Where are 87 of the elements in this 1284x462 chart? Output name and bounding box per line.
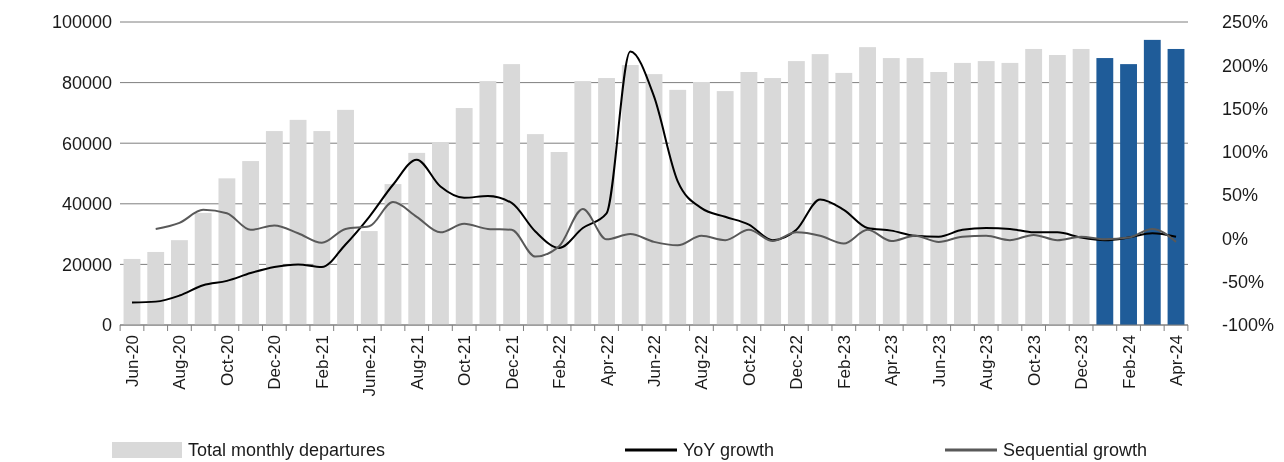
bar xyxy=(337,109,354,325)
bar xyxy=(432,141,449,325)
bar xyxy=(526,134,544,325)
bar xyxy=(313,131,331,325)
bar xyxy=(289,119,307,325)
bar xyxy=(1096,58,1114,325)
x-tick-label: Feb-23 xyxy=(834,335,854,389)
bar xyxy=(930,72,948,325)
bar xyxy=(242,161,260,325)
bar xyxy=(265,131,283,325)
x-tick-label: Oct-21 xyxy=(455,335,475,387)
x-tick-label: Jun-20 xyxy=(122,335,142,387)
x-tick-label: Oct-20 xyxy=(217,335,237,387)
y-tick-label: 40000 xyxy=(61,194,112,215)
y-tick-label: 0 xyxy=(101,315,112,336)
x-tick-label: Aug-23 xyxy=(977,335,997,390)
legend-label: Sequential growth xyxy=(1003,440,1148,461)
x-tick-label: Dec-23 xyxy=(1072,335,1092,390)
x-tick-label: Dec-21 xyxy=(502,335,522,390)
y-tick-label: 60000 xyxy=(61,133,112,154)
line-series xyxy=(154,201,1178,258)
bar xyxy=(645,74,663,325)
bar xyxy=(171,240,188,325)
y2-tick-label: 100% xyxy=(1222,142,1269,163)
bar xyxy=(455,108,473,325)
y-tick-label: 80000 xyxy=(61,72,112,93)
x-tick-label: Aug-20 xyxy=(170,335,190,390)
bar xyxy=(1167,48,1185,325)
bar xyxy=(859,47,876,325)
x-tick-label: Feb-21 xyxy=(312,335,332,389)
bar xyxy=(835,72,853,325)
x-tick-label: Apr-22 xyxy=(597,335,617,387)
bar xyxy=(1001,62,1019,325)
legend-label: Total monthly departures xyxy=(188,440,386,461)
x-tick-label: Jun-22 xyxy=(645,335,664,387)
bar xyxy=(408,152,426,325)
y2-tick-label: 250% xyxy=(1222,12,1269,33)
bar xyxy=(384,184,402,325)
bar xyxy=(954,62,971,325)
bar xyxy=(1072,48,1090,325)
y2-tick-label: 150% xyxy=(1222,98,1269,119)
bar xyxy=(503,64,521,325)
x-tick-label: Aug-22 xyxy=(692,335,712,390)
bar xyxy=(716,91,734,325)
x-tick-label: Apr-23 xyxy=(882,335,902,387)
x-tick-label: Feb-24 xyxy=(1119,335,1139,389)
bar xyxy=(574,81,592,325)
bar xyxy=(147,251,165,325)
y2-tick-label: -100% xyxy=(1222,315,1275,336)
x-tick-label: Feb-22 xyxy=(550,335,570,389)
bar xyxy=(621,65,639,325)
x-tick-label: June-21 xyxy=(360,335,380,397)
y2-tick-label: 200% xyxy=(1222,55,1269,76)
y-tick-label: 100000 xyxy=(51,12,112,33)
bar xyxy=(787,61,805,325)
bar xyxy=(1120,64,1137,325)
bar xyxy=(1048,55,1066,325)
bar xyxy=(882,58,900,325)
bar xyxy=(194,212,212,325)
legend-label: YoY growth xyxy=(683,440,775,461)
bar xyxy=(1025,48,1043,325)
bar xyxy=(550,151,568,325)
bar xyxy=(740,72,758,325)
x-tick-label: Oct-22 xyxy=(739,335,759,387)
bar xyxy=(764,78,782,325)
bar xyxy=(123,258,141,325)
line-series xyxy=(130,50,1178,304)
bar xyxy=(977,61,995,325)
x-tick-label: Dec-20 xyxy=(265,335,285,390)
x-tick-label: Oct-23 xyxy=(1024,335,1044,387)
bar xyxy=(218,178,236,325)
y2-tick-label: -50% xyxy=(1222,272,1265,293)
y2-tick-label: 50% xyxy=(1222,185,1259,206)
y-tick-label: 20000 xyxy=(61,254,112,275)
x-tick-label: Jun-23 xyxy=(929,335,949,387)
bar xyxy=(693,81,710,325)
bar xyxy=(906,58,924,325)
bar xyxy=(1143,39,1161,325)
bar xyxy=(360,231,378,325)
bar xyxy=(598,78,615,325)
x-tick-label: Apr-24 xyxy=(1167,335,1187,387)
x-tick-label: Aug-21 xyxy=(407,335,427,390)
bar xyxy=(479,81,497,325)
bar xyxy=(811,54,829,325)
bar xyxy=(669,89,687,325)
x-tick-label: Dec-22 xyxy=(787,335,807,390)
y2-tick-label: 0% xyxy=(1222,228,1249,249)
